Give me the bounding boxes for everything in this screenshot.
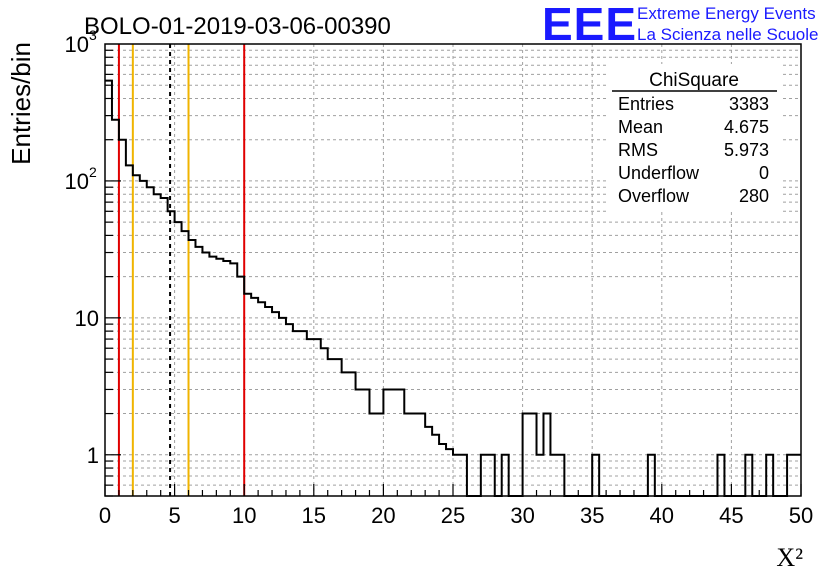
stats-row-value: 0 [759, 163, 769, 183]
eee-logo-mark: EEE [542, 0, 637, 50]
stats-row-label: Entries [618, 94, 674, 114]
stats-box: ChiSquare Entries 3383 Mean 4.675 RMS 5.973 Un… [608, 64, 780, 212]
chart-title: BOLO-01-2019-03-06-00390 [84, 13, 391, 40]
x-tick-label: 5 [168, 503, 180, 528]
eee-logo: EEE Extreme Energy Events La Scienza nel… [542, 0, 818, 50]
x-tick-label: 15 [302, 503, 326, 528]
stats-title: ChiSquare [649, 70, 739, 91]
eee-logo-line1: Extreme Energy Events [637, 4, 816, 23]
y-tick-exponent: 2 [89, 164, 97, 180]
y-tick-label: 1 [87, 443, 99, 468]
stats-row-label: Underflow [618, 163, 700, 183]
x-tick-label: 50 [789, 503, 813, 528]
stats-row-label: Mean [618, 117, 663, 137]
stats-row-label: Overflow [618, 186, 690, 206]
x-tick-label: 40 [650, 503, 674, 528]
x-tick-labels: 0 5 10 15 20 25 30 35 40 45 50 [99, 503, 813, 528]
stats-row-value: 4.675 [724, 117, 769, 137]
axis-ticks [104, 49, 802, 497]
x-tick-label: 20 [371, 503, 395, 528]
x-tick-label: 10 [232, 503, 256, 528]
stats-row-label: RMS [618, 140, 658, 160]
x-tick-label: 30 [510, 503, 534, 528]
grid-lines [105, 44, 801, 496]
x-tick-label: 0 [99, 503, 111, 528]
stats-row-value: 3383 [729, 94, 769, 114]
y-tick-label: 10 [65, 169, 89, 194]
y-tick-label: 10 [65, 32, 89, 57]
x-axis-label: X² [776, 543, 803, 572]
x-tick-label: 35 [580, 503, 604, 528]
stats-row-value: 5.973 [724, 140, 769, 160]
y-tick-exponent: 3 [89, 27, 97, 43]
stats-row-value: 280 [739, 186, 769, 206]
x-tick-label: 45 [719, 503, 743, 528]
y-tick-label: 10 [75, 306, 99, 331]
y-axis-label: Entries/bin [6, 42, 36, 165]
marker-lines [117, 44, 246, 496]
eee-logo-line2: La Scienza nelle Scuole [637, 25, 818, 44]
x-tick-label: 25 [441, 503, 465, 528]
